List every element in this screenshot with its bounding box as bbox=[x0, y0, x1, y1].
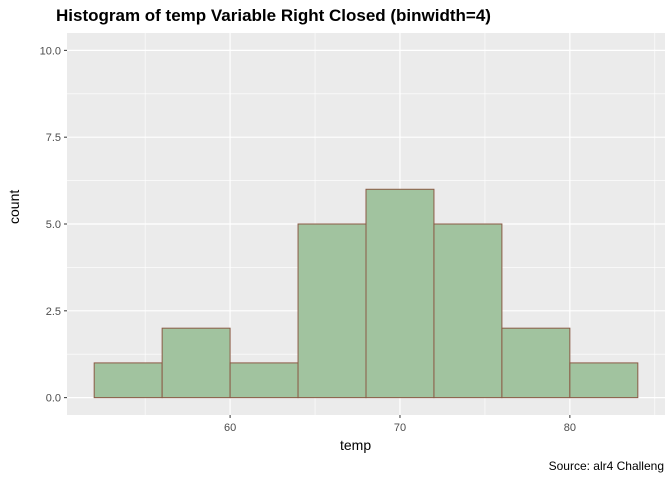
x-tick-label: 70 bbox=[394, 422, 406, 434]
y-tick-label: 5.0 bbox=[46, 219, 61, 231]
y-tick-label: 7.5 bbox=[46, 132, 61, 144]
x-tick-label: 80 bbox=[564, 422, 576, 434]
chart-title: Histogram of temp Variable Right Closed … bbox=[56, 6, 491, 25]
histogram-bar bbox=[161, 327, 231, 399]
histogram-bar bbox=[433, 223, 503, 399]
chart-caption: Source: alr4 Challeng bbox=[548, 459, 664, 473]
x-tick-label: 60 bbox=[224, 422, 236, 434]
histogram-bar bbox=[297, 223, 367, 399]
x-axis-label: temp bbox=[340, 437, 372, 453]
histogram-bar bbox=[501, 327, 571, 399]
y-tick-label: 2.5 bbox=[46, 306, 61, 318]
histogram-bar bbox=[229, 362, 299, 399]
histogram-bar bbox=[93, 362, 163, 399]
histogram-bar bbox=[569, 362, 639, 399]
histogram-bar bbox=[365, 188, 435, 399]
y-tick-label: 10.0 bbox=[40, 45, 61, 57]
y-tick-label: 0.0 bbox=[46, 393, 61, 405]
